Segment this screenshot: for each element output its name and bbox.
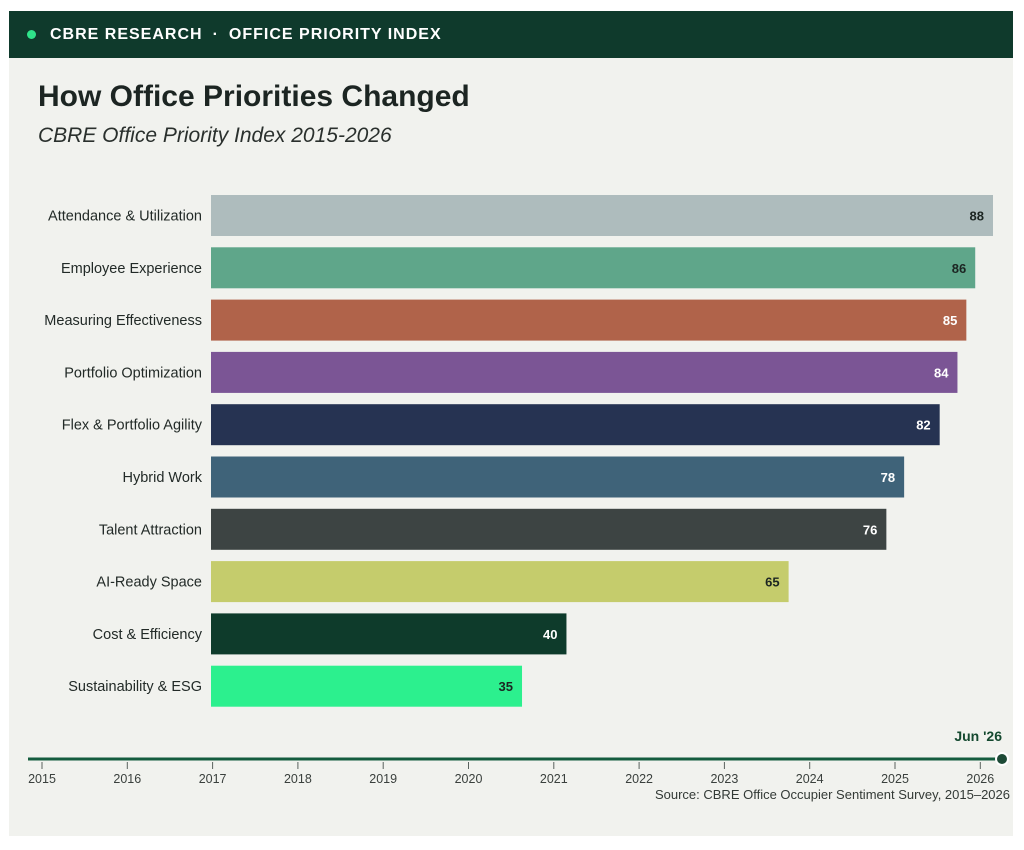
category-label: Portfolio Optimization (64, 365, 202, 381)
chart-title: How Office Priorities Changed (38, 80, 470, 113)
bar (211, 456, 905, 498)
live-dot-icon (27, 30, 36, 39)
category-label: Cost & Efficiency (93, 627, 203, 643)
value-label: 76 (863, 522, 877, 537)
value-label: 82 (916, 418, 930, 433)
bar (211, 299, 967, 341)
chart-subtitle: CBRE Office Priority Index 2015-2026 (38, 124, 392, 147)
header-separator: · (212, 25, 219, 43)
category-label: Sustainability & ESG (68, 679, 202, 695)
category-label: Talent Attraction (99, 522, 202, 538)
timeline-year-label: 2021 (540, 772, 568, 786)
header-brand: CBRE RESEARCH (50, 25, 203, 43)
category-label: AI-Ready Space (96, 575, 202, 591)
timeline-year-label: 2025 (881, 772, 909, 786)
value-label: 84 (934, 365, 949, 380)
timeline-year-label: 2024 (796, 772, 824, 786)
bar (211, 195, 993, 236)
timeline-year-label: 2022 (625, 772, 653, 786)
value-label: 88 (970, 209, 984, 224)
category-label: Measuring Effectiveness (44, 313, 202, 329)
value-label: 35 (499, 679, 513, 694)
bar (211, 404, 940, 446)
bar (211, 561, 789, 603)
bar (211, 665, 523, 707)
header-bar: CBRE RESEARCH · OFFICE PRIORITY INDEX (9, 11, 1013, 58)
timeline-current-label: Jun '26 (954, 728, 1002, 744)
source-note: Source: CBRE Office Occupier Sentiment S… (654, 787, 1010, 802)
category-label: Employee Experience (61, 261, 202, 277)
bar (211, 247, 976, 289)
timeline-year-label: 2015 (28, 772, 56, 786)
timeline-year-label: 2018 (284, 772, 312, 786)
category-label: Attendance & Utilization (48, 209, 202, 225)
timeline-year-label: 2026 (966, 772, 994, 786)
category-label: Flex & Portfolio Agility (62, 418, 203, 434)
timeline-year-label: 2016 (113, 772, 141, 786)
value-label: 85 (943, 313, 957, 328)
timeline-handle (995, 752, 1009, 766)
timeline-year-label: 2020 (455, 772, 483, 786)
bar (211, 351, 958, 393)
timeline-year-label: 2023 (710, 772, 738, 786)
timeline-year-label: 2017 (199, 772, 227, 786)
value-label: 86 (952, 261, 966, 276)
value-label: 65 (765, 575, 779, 590)
category-label: Hybrid Work (123, 470, 203, 486)
bar (211, 613, 567, 655)
value-label: 78 (881, 470, 895, 485)
header-section: OFFICE PRIORITY INDEX (228, 25, 442, 43)
bar (211, 508, 887, 550)
timeline-year-label: 2019 (369, 772, 397, 786)
value-label: 40 (543, 627, 557, 642)
